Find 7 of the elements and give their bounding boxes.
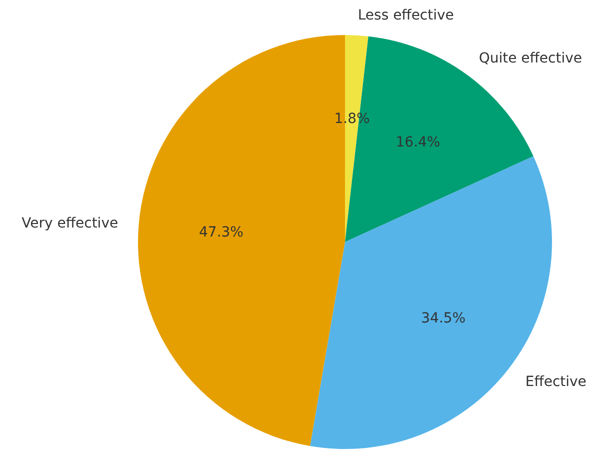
data-label: 16.4% — [396, 134, 440, 150]
slice-label: Quite effective — [478, 50, 582, 67]
data-label: 34.5% — [421, 310, 466, 327]
slice-label: Effective — [525, 374, 586, 390]
slice-label: Very effective — [22, 216, 118, 232]
data-label: 47.3% — [199, 224, 244, 240]
slice-label: Less effective — [358, 8, 454, 24]
